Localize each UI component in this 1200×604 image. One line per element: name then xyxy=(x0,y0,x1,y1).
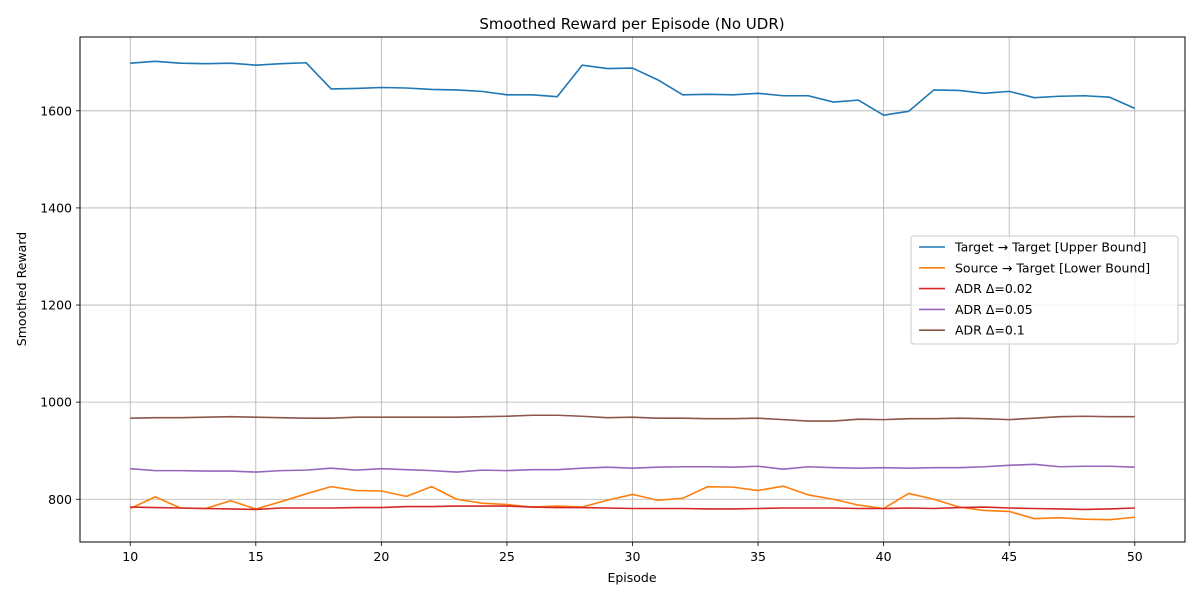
x-tick-label: 50 xyxy=(1127,549,1143,564)
legend-label-1: Target → Target [Upper Bound] xyxy=(954,240,1146,255)
series-line-2 xyxy=(129,485,1135,521)
y-axis-label: Smoothed Reward xyxy=(14,232,29,346)
legend-label-3: ADR Δ=0.02 xyxy=(955,281,1033,296)
legend: Target → Target [Upper Bound] Source → Ta… xyxy=(910,235,1179,345)
y-tick-label: 800 xyxy=(48,492,72,507)
legend-label-2: Source → Target [Lower Bound] xyxy=(955,260,1150,275)
series-line-1 xyxy=(130,60,1136,116)
legend-label-4: ADR Δ=0.05 xyxy=(955,302,1033,317)
series-line-4 xyxy=(130,463,1135,473)
series-line-5 xyxy=(130,414,1135,422)
y-axis-ticks: 800 1000 1200 1400 1600 xyxy=(40,103,80,507)
x-tick-label: 15 xyxy=(248,549,264,564)
legend-box xyxy=(910,235,1179,345)
plot-area-frame xyxy=(79,36,1186,543)
y-tick-label: 1200 xyxy=(40,298,72,313)
x-tick-label: 25 xyxy=(499,549,515,564)
x-tick-label: 30 xyxy=(625,549,641,564)
x-tick-label: 45 xyxy=(1001,549,1017,564)
x-axis-ticks: 10 15 20 25 30 35 40 45 50 xyxy=(122,542,1143,564)
legend-label-5: ADR Δ=0.1 xyxy=(955,323,1025,338)
series-line-3 xyxy=(130,505,1135,511)
grid xyxy=(80,37,1185,542)
series-lines xyxy=(129,60,1136,521)
x-tick-label: 35 xyxy=(750,549,766,564)
x-tick-label: 10 xyxy=(122,549,138,564)
x-axis-label: Episode xyxy=(607,570,656,585)
chart-title: Smoothed Reward per Episode (No UDR) xyxy=(479,15,784,33)
y-tick-label: 1400 xyxy=(40,200,72,215)
x-tick-label: 40 xyxy=(876,549,892,564)
y-tick-label: 1600 xyxy=(40,103,72,118)
x-tick-label: 20 xyxy=(373,549,389,564)
y-tick-label: 1000 xyxy=(40,395,72,410)
